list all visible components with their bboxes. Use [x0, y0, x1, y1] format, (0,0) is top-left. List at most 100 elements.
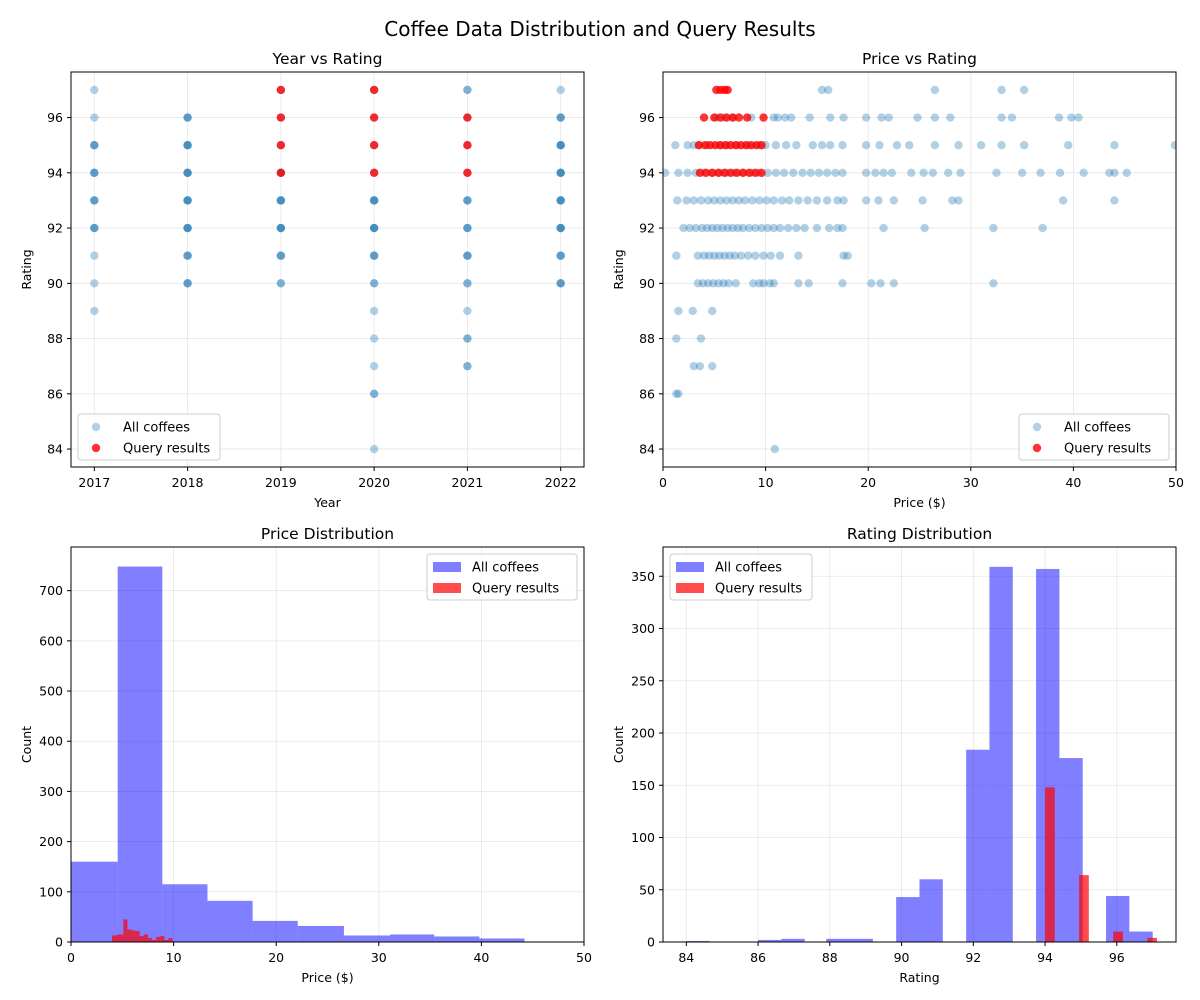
legend-label: Query results: [472, 582, 559, 597]
query-result-bar: [152, 939, 157, 942]
all-coffee-point: [930, 140, 940, 150]
all-coffee-point: [775, 223, 785, 233]
all-coffee-point: [674, 389, 683, 399]
x-tick-label: 96: [1109, 950, 1125, 965]
all-coffee-point: [1058, 196, 1068, 205]
all-coffee-point: [783, 223, 793, 233]
all-coffee-point: [794, 196, 803, 205]
all-coffee-point: [725, 251, 734, 260]
all-coffee-point: [744, 223, 754, 233]
all-coffee-point: [944, 168, 953, 178]
x-tick-label: 94: [1037, 950, 1053, 965]
all-coffee-point: [183, 140, 192, 150]
x-tick-label: 2021: [452, 475, 484, 490]
grid: [662, 72, 1177, 467]
all-coffee-point: [689, 361, 698, 371]
all-coffee-point: [276, 196, 286, 205]
legend-label: All coffees: [1064, 421, 1131, 436]
all-coffee-point: [276, 196, 286, 205]
all-coffee-point: [556, 140, 565, 150]
legend-label: Query results: [715, 582, 802, 597]
all-coffee-point: [765, 279, 774, 288]
y-tick-label: 88: [47, 331, 63, 346]
all-coffee-point: [713, 223, 722, 233]
all-coffee-point: [704, 251, 714, 260]
all-coffee-point: [905, 140, 914, 150]
all-coffee-point: [775, 251, 785, 260]
all-coffee-point: [954, 196, 963, 205]
all-coffee-point: [762, 196, 771, 205]
all-coffee-point: [90, 196, 99, 205]
x-tick-label: 0: [67, 950, 75, 965]
all-coffee-point: [556, 168, 565, 178]
query-result-point: [714, 168, 723, 178]
x-tick-label: 50: [576, 950, 592, 965]
query-result-point: [276, 140, 286, 150]
all-coffee-point: [698, 279, 708, 288]
all-coffee-point: [673, 196, 682, 205]
all-coffee-point: [722, 196, 731, 205]
all-coffee-point: [90, 140, 99, 150]
x-tick-label: 10: [166, 950, 182, 965]
data-marks: [686, 566, 1157, 942]
all-coffee-point: [839, 113, 848, 122]
all-coffee-point: [556, 279, 565, 288]
all-coffee-point: [708, 306, 717, 316]
x-tick-label: 50: [1168, 475, 1184, 490]
all-coffee-point: [728, 223, 737, 233]
query-result-point: [699, 113, 709, 122]
all-coffee-point: [183, 140, 192, 150]
x-tick-label: 92: [965, 950, 981, 965]
all-coffee-point: [759, 279, 768, 288]
query-result-point: [701, 168, 711, 178]
all-coffee-point: [861, 196, 871, 205]
all-coffee-point: [183, 140, 192, 150]
y-tick-label: 84: [47, 442, 63, 457]
all-coffee-point: [1019, 140, 1029, 150]
all-coffee-point: [556, 223, 565, 233]
all-coffee-point: [806, 168, 815, 178]
all-coffee-bar: [297, 925, 344, 942]
all-coffee-point: [714, 279, 723, 288]
all-coffee-point: [556, 279, 565, 288]
all-coffee-point: [838, 223, 847, 233]
all-coffee-point: [874, 196, 883, 205]
legend: All coffees Query results: [1018, 413, 1170, 461]
all-coffee-point: [674, 306, 683, 316]
y-tick-label: 300: [39, 784, 63, 799]
x-axis-label: Price ($): [893, 495, 945, 510]
all-coffee-point: [696, 196, 706, 205]
all-coffee-point: [720, 251, 729, 260]
all-coffee-point: [989, 279, 998, 288]
query-result-point: [759, 113, 768, 122]
all-coffee-point: [183, 251, 192, 260]
panel-title: Price vs Rating: [862, 50, 977, 68]
all-coffee-point: [825, 223, 834, 233]
all-coffee-point: [183, 223, 192, 233]
panel-title: Year vs Rating: [272, 50, 383, 68]
query-result-point: [723, 85, 732, 95]
y-tick-label: 86: [47, 386, 63, 401]
all-coffee-point: [817, 140, 827, 150]
all-coffee-point: [861, 140, 871, 150]
all-coffee-point: [838, 279, 847, 288]
all-coffee-point: [1054, 113, 1064, 122]
all-coffee-point: [1067, 113, 1076, 122]
y-tick-label: 0: [647, 935, 655, 950]
all-coffee-point: [757, 223, 766, 233]
legend-swatch: [433, 583, 461, 593]
all-coffee-point: [780, 113, 790, 122]
x-tick-label: 88: [822, 950, 838, 965]
all-coffee-point: [831, 168, 840, 178]
all-coffee-point: [755, 196, 764, 205]
legend-label: All coffees: [123, 421, 190, 436]
all-coffee-point: [702, 223, 712, 233]
query-result-point: [463, 140, 472, 150]
all-coffee-point: [1036, 168, 1045, 178]
all-coffee-bar: [896, 897, 920, 942]
y-tick-label: 92: [47, 221, 63, 236]
all-coffee-point: [369, 306, 379, 316]
all-coffee-point: [812, 196, 822, 205]
all-coffee-point: [787, 113, 796, 122]
all-coffee-point: [861, 168, 871, 178]
